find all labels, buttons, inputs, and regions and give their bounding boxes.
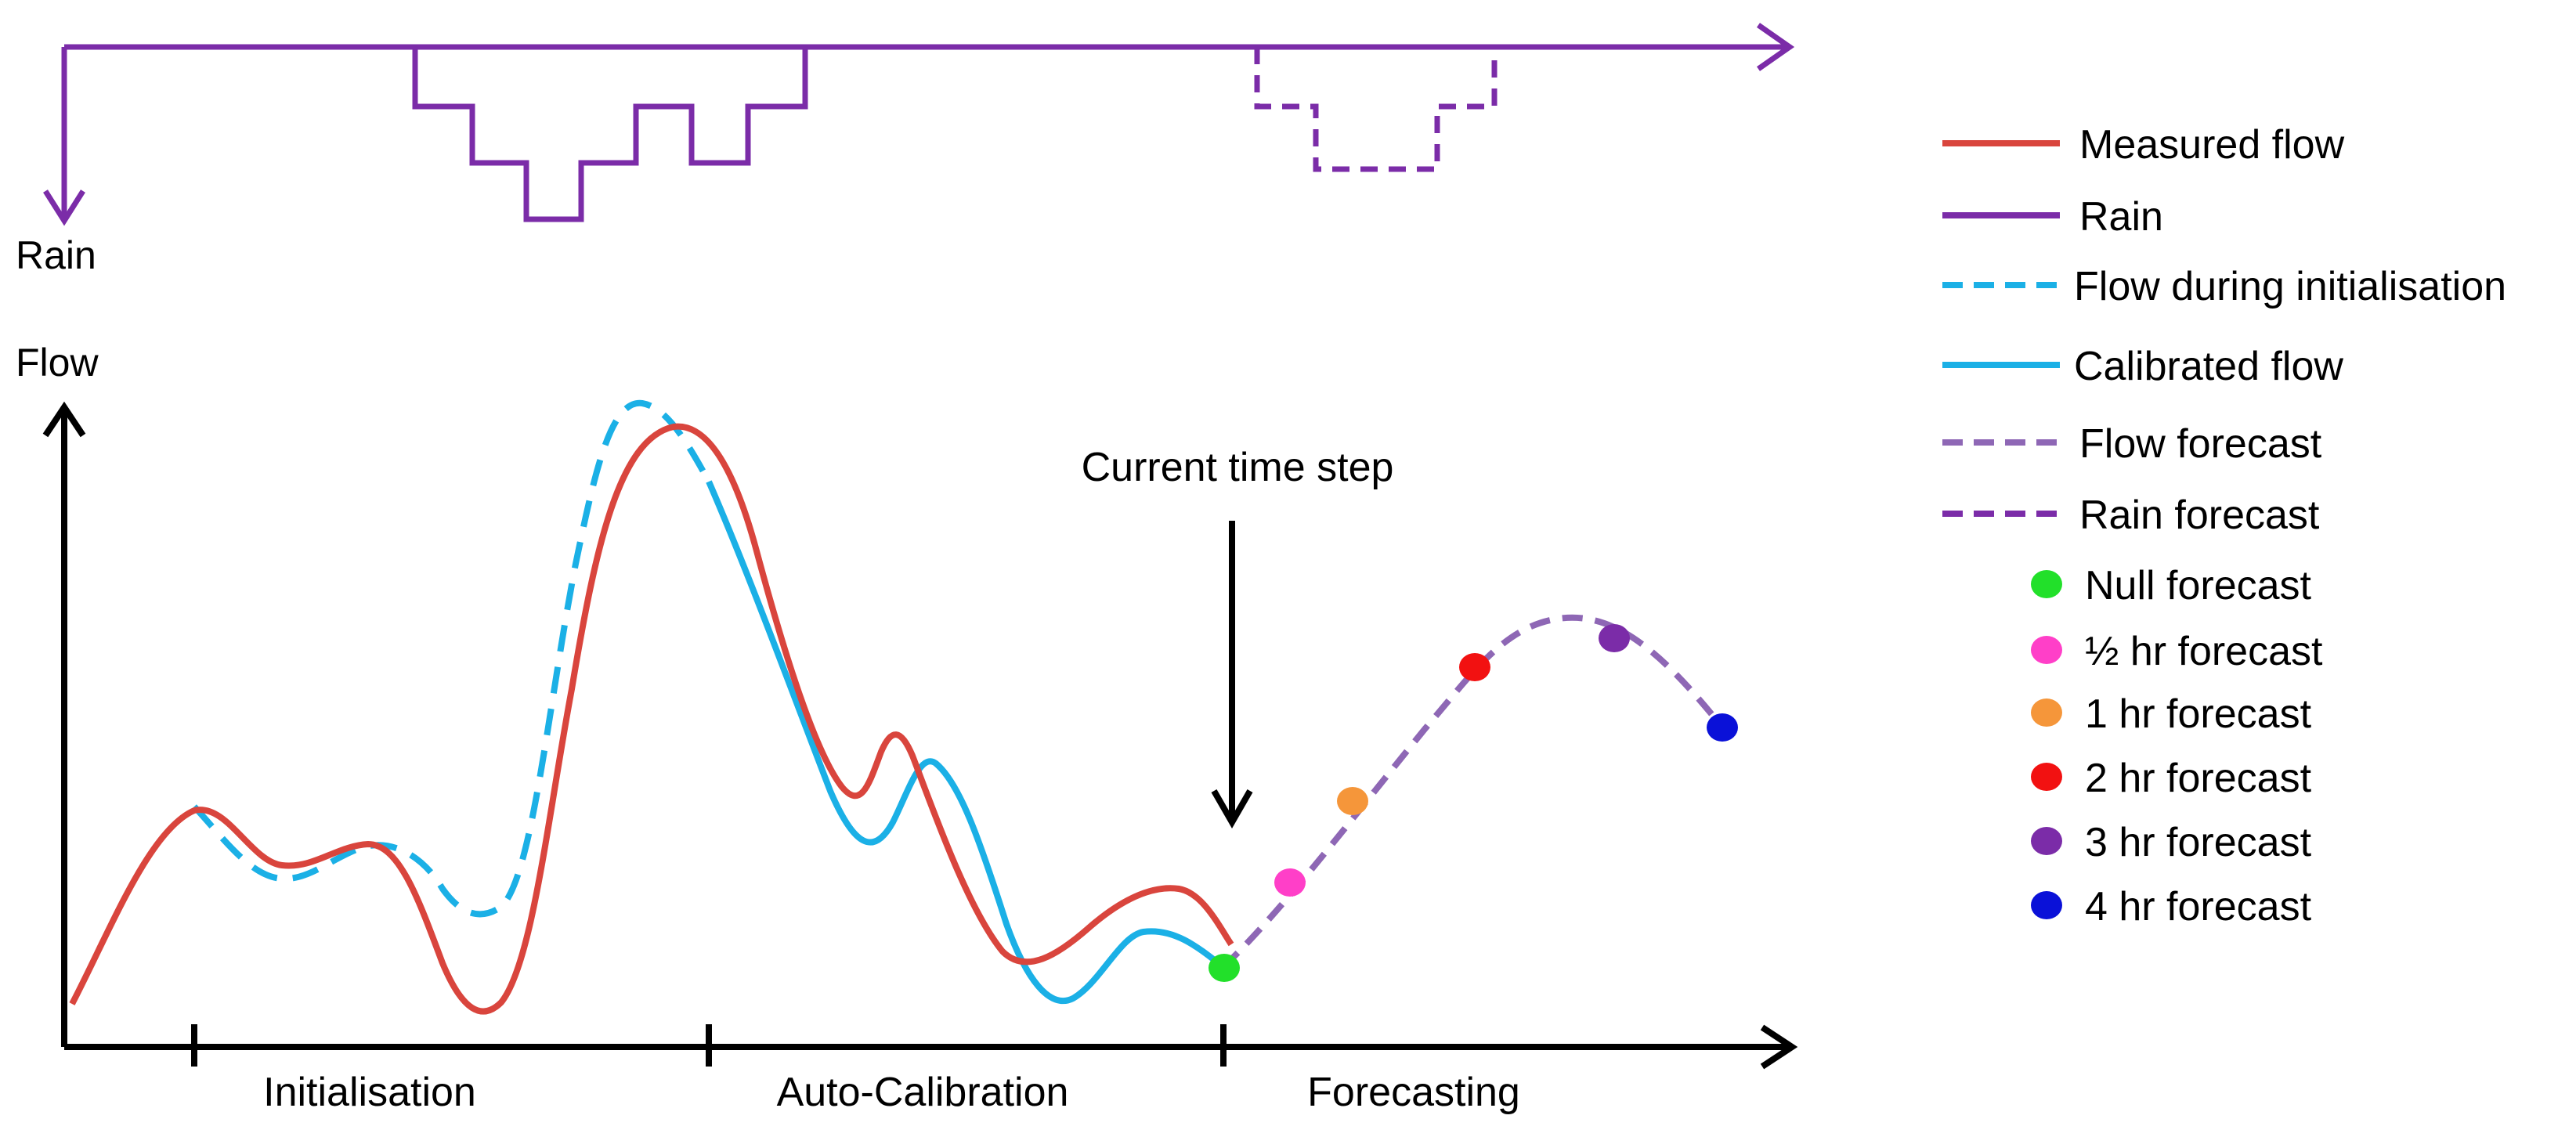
four-hr-forecast-dot	[1707, 713, 1738, 742]
phase-label-forecasting: Forecasting	[1307, 1070, 1520, 1115]
legend-label-four-hr-forecast: 4 hr forecast	[2085, 884, 2312, 929]
three-hr-forecast-dot	[1599, 624, 1630, 652]
legend-label-rain: Rain	[2079, 194, 2163, 240]
phase-label-initialisation: Initialisation	[263, 1070, 476, 1115]
legend-label-calibrated-flow: Calibrated flow	[2074, 344, 2343, 389]
legend-symbol-one-hr-forecast	[2031, 698, 2062, 727]
calibrated-flow-curve	[706, 480, 1226, 1005]
flow-axis-arrowhead	[42, 401, 86, 438]
legend-label-flow-forecast: Flow forecast	[2079, 421, 2322, 467]
legend-label-half-hr-forecast: ½ hr forecast	[2085, 629, 2323, 674]
legend: Measured flow Rain Flow during initialis…	[1942, 122, 2506, 929]
legend-label-two-hr-forecast: 2 hr forecast	[2085, 756, 2312, 801]
legend-symbol-three-hr-forecast	[2031, 827, 2062, 855]
legend-label-null-forecast: Null forecast	[2085, 563, 2312, 608]
phase-label-auto-calibration: Auto-Calibration	[777, 1070, 1069, 1115]
current-time-step-arrowhead	[1211, 789, 1253, 829]
legend-symbol-half-hr-forecast	[2031, 636, 2062, 664]
one-hr-forecast-dot	[1337, 787, 1368, 815]
rain-time-axis-arrowhead	[1756, 23, 1795, 71]
flow-during-initialisation-curve	[192, 399, 712, 918]
flow-axes	[42, 401, 1798, 1070]
flow-forecast-curve	[1221, 614, 1726, 969]
half-hr-forecast-dot	[1274, 868, 1306, 897]
rain-axis-label: Rain	[16, 233, 96, 277]
legend-symbol-null-forecast	[2031, 570, 2062, 598]
legend-symbol-two-hr-forecast	[2031, 763, 2062, 791]
rain-forecast-hyetograph	[1254, 47, 1498, 172]
legend-label-rain-forecast: Rain forecast	[2079, 493, 2320, 538]
null-forecast-dot	[1209, 954, 1240, 982]
rain-axis	[43, 23, 1795, 226]
two-hr-forecast-dot	[1459, 653, 1490, 681]
rain-hyetograph	[412, 47, 808, 222]
rain-depth-axis-arrowhead	[43, 190, 85, 226]
current-time-step-label: Current time step	[1082, 445, 1394, 490]
legend-label-one-hr-forecast: 1 hr forecast	[2085, 691, 2312, 737]
flow-axis-label: Flow	[16, 341, 99, 384]
legend-label-flow-during-initialisation: Flow during initialisation	[2074, 264, 2506, 309]
legend-symbol-four-hr-forecast	[2031, 891, 2062, 919]
legend-label-three-hr-forecast: 3 hr forecast	[2085, 820, 2312, 865]
time-axis-arrowhead	[1760, 1024, 1798, 1070]
legend-label-measured-flow: Measured flow	[2079, 122, 2345, 168]
measured-flow-curve	[69, 423, 1234, 1015]
